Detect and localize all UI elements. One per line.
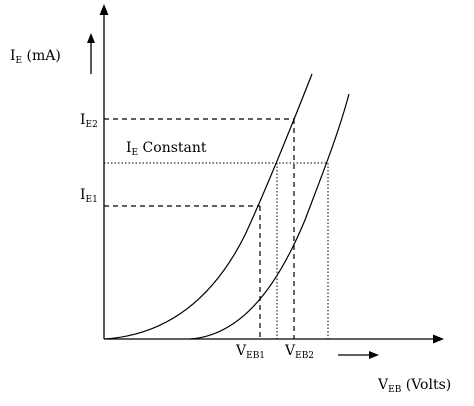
veb1-label: VEB1 <box>235 343 265 361</box>
y-axis-label: IE (mA) <box>10 48 61 66</box>
y-axis-arrowhead <box>99 4 109 15</box>
ie1-label: IE1 <box>80 187 98 205</box>
x-direction-arrowhead <box>369 351 379 359</box>
x-axis-arrowhead <box>433 334 444 344</box>
ie-constant-label: IE Constant <box>126 140 207 158</box>
characteristic-curve-2 <box>189 93 350 340</box>
characteristic-curve-1 <box>103 73 313 340</box>
ie2-label: IE2 <box>80 112 98 130</box>
veb2-label: VEB2 <box>284 343 314 361</box>
x-axis-label: VEB (Volts) <box>377 377 451 395</box>
y-direction-arrowhead <box>87 33 95 43</box>
